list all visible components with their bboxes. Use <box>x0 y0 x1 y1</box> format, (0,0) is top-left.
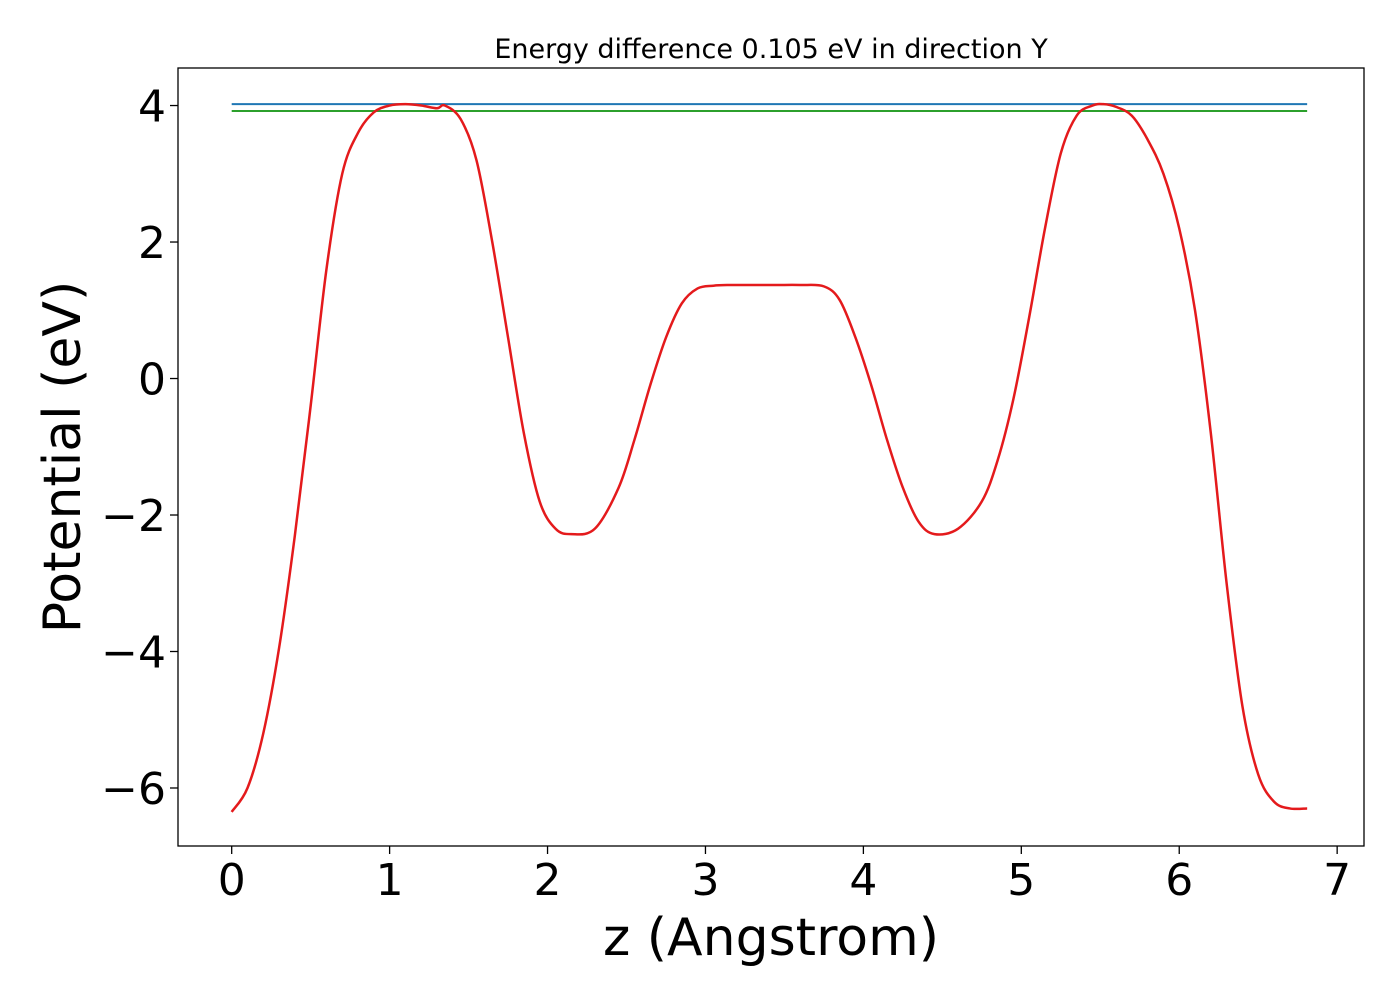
x-tick-label: 0 <box>218 855 246 906</box>
series-2-potential-curve <box>230 102 1308 813</box>
y-axis-label: Potential (eV) <box>33 281 93 633</box>
y-axis-ticks: −6 −4 −2 0 2 4 <box>101 82 178 815</box>
x-tick-label: 3 <box>691 855 719 906</box>
y-tick-label: 4 <box>138 82 166 133</box>
axes-frame <box>177 67 1365 847</box>
x-tick-label: 2 <box>534 855 562 906</box>
y-tick-label: −2 <box>101 491 166 542</box>
x-axis-label: z (Angstrom) <box>603 908 939 968</box>
x-tick-label: 1 <box>376 855 404 906</box>
x-tick-label: 7 <box>1323 855 1351 906</box>
y-tick-label: −6 <box>101 764 166 815</box>
x-tick-label: 6 <box>1165 855 1193 906</box>
plot-area <box>230 102 1308 813</box>
y-tick-label: 2 <box>138 218 166 269</box>
chart-title: Energy difference 0.105 eV in direction … <box>494 34 1048 65</box>
x-axis-ticks: 0 1 2 3 4 5 6 7 <box>218 846 1351 906</box>
y-tick-label: −4 <box>101 628 166 679</box>
y-tick-label: 0 <box>138 355 166 406</box>
x-tick-label: 4 <box>849 855 877 906</box>
x-tick-label: 5 <box>1007 855 1035 906</box>
